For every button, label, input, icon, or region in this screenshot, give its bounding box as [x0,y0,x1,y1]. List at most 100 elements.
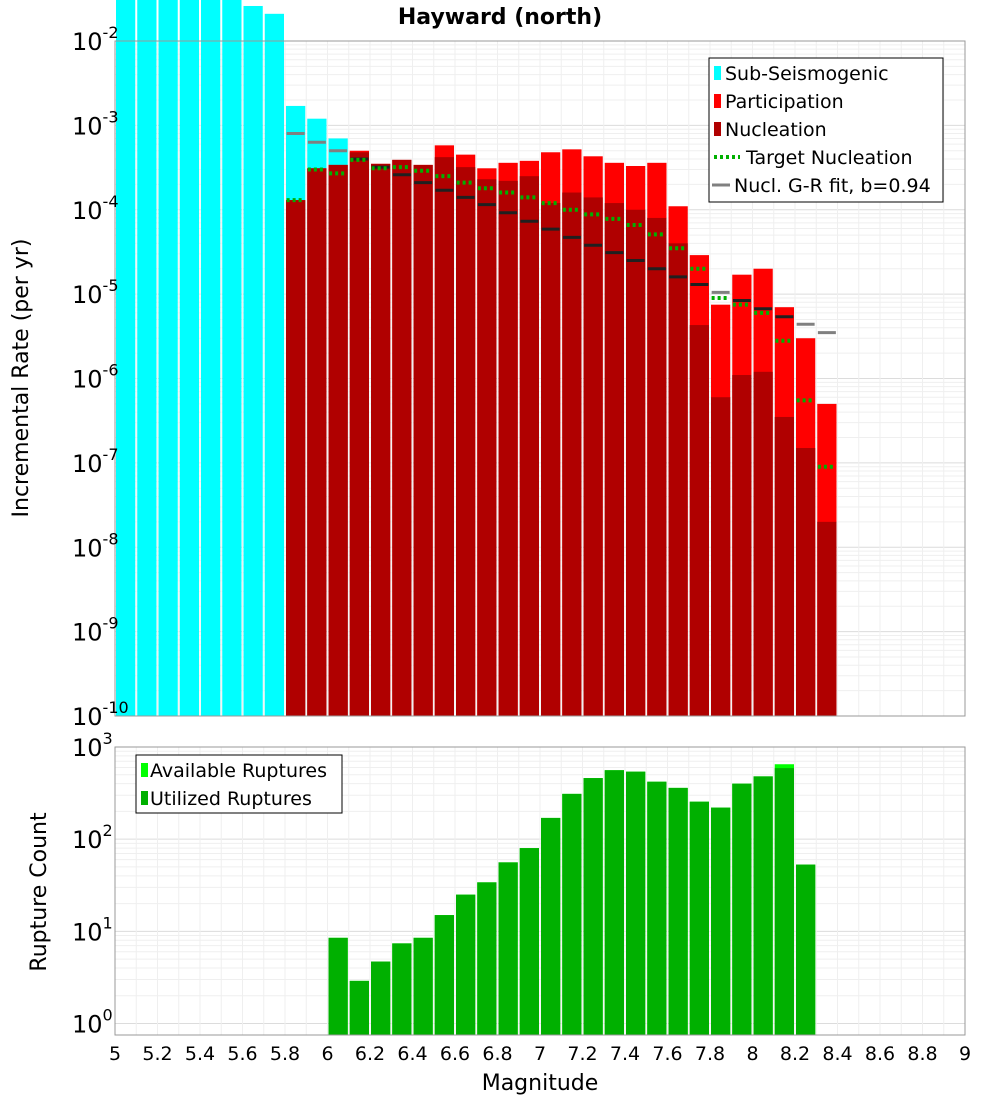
nucleation-bar [434,157,454,717]
utilized-ruptures-bar [774,768,794,1035]
utilized-ruptures-bar [583,778,603,1035]
x-tick-label: 8.2 [780,1043,810,1065]
x-tick-label: 5.6 [227,1043,257,1065]
top-y-tick-label: 10-5 [72,276,119,309]
utilized-ruptures-bar [541,817,561,1035]
x-tick-label: 5 [109,1043,121,1065]
nucleation-bar [519,176,539,716]
nucleation-bar [689,325,709,716]
sub-seismogenic-bar [158,0,178,716]
bottom-y-tick-label: 102 [72,821,113,854]
top-y-tick-label: 10-9 [72,614,119,647]
utilized-ruptures-bar [349,980,369,1035]
bottom-y-tick-label: 100 [72,1005,113,1038]
sub-seismogenic-bar [116,0,136,717]
utilized-ruptures-bar [732,783,752,1035]
nucleation-bar [604,203,624,716]
nucleation-bar [328,164,348,716]
nucleation-bar [732,375,752,716]
utilized-ruptures-bar [328,937,348,1035]
utilized-ruptures-bar [647,781,667,1035]
nucleation-bar [753,371,773,716]
top-y-tick-labels: 10-2 10-3 10-4 10-5 10-6 10-7 10-8 10-9 10-10 [72,23,129,731]
nucleation-bar [626,209,646,716]
legend-swatch-available [141,763,148,777]
legend-label-participation: Participation [725,91,844,113]
chart-title: Hayward (north) [398,5,602,30]
utilized-ruptures-bar [392,943,412,1035]
utilized-ruptures-bar [477,882,497,1035]
x-tick-label: 6.8 [482,1043,512,1065]
top-legend-box [708,57,944,203]
top-y-tick-label: 10-3 [72,107,119,140]
nucleation-bar [583,197,603,717]
x-tick-label: 7.8 [695,1043,725,1065]
utilized-ruptures-bar [413,937,433,1035]
sub-seismogenic-bar [222,0,242,716]
sub-seismogenic-bar [201,0,221,717]
sub-seismogenic-bar [243,5,263,716]
nucleation-bar [647,217,667,716]
top-legend: Sub-Seismogenic Participation Nucleation… [708,57,944,203]
bottom-y-tick-label: 101 [72,913,113,946]
legend-label-sub-seismogenic: Sub-Seismogenic [725,63,889,85]
nucleation-bar [817,521,837,716]
top-y-tick-label: 10-7 [72,445,119,478]
utilized-ruptures-bar [753,776,773,1035]
bottom-legend-box [135,754,343,814]
x-tick-label: 7.6 [652,1043,682,1065]
x-tick-label: 7.4 [610,1043,640,1065]
utilized-ruptures-bar [434,915,454,1035]
bottom-legend: Available Ruptures Utilized Ruptures [135,754,343,814]
legend-label-nucleation: Nucleation [725,119,827,141]
utilized-ruptures-bar [711,807,731,1035]
legend-swatch-sub-seismogenic [714,66,721,80]
utilized-ruptures-bar [498,862,518,1035]
x-tick-label: 8.6 [865,1043,895,1065]
legend-label-gr-fit: Nucl. G-R fit, b=0.94 [734,175,931,197]
utilized-ruptures-bar [562,793,582,1035]
x-tick-label: 5.2 [142,1043,172,1065]
x-axis-label: Magnitude [482,1071,599,1096]
nucleation-bar [307,168,327,716]
x-tick-label: 6.2 [355,1043,385,1065]
nucleation-bar [456,167,476,716]
top-y-tick-label: 10-6 [72,361,119,394]
nucleation-bar [477,179,497,716]
x-tick-label: 8.4 [822,1043,852,1065]
nucleation-bar [668,243,688,717]
nucleation-bar [371,163,391,717]
utilized-ruptures-bar [371,961,391,1035]
legend-label-utilized: Utilized Ruptures [150,788,312,810]
x-tick-label: 5.8 [270,1043,300,1065]
x-tick-label: 6 [321,1043,333,1065]
x-tick-label: 6.6 [440,1043,470,1065]
legend-swatch-utilized [141,791,148,805]
nucleation-bar [498,180,518,716]
nucleation-bar [774,416,794,716]
x-tick-label: 7.2 [567,1043,597,1065]
legend-label-available: Available Ruptures [150,760,327,782]
x-tick-label: 8.8 [907,1043,937,1065]
nucleation-bar [796,448,816,716]
legend-swatch-participation [714,94,721,108]
nucleation-bar [541,203,561,716]
bottom-plot-frame [114,746,966,1036]
utilized-ruptures-bar [519,848,539,1035]
legend-label-target-nucleation: Target Nucleation [745,147,913,169]
nucleation-bar [413,164,433,716]
x-tick-label: 6.4 [397,1043,427,1065]
top-y-tick-label: 10-4 [72,192,119,225]
top-y-axis-label: Incremental Rate (per yr) [9,239,34,518]
top-plot-markers [286,132,836,469]
top-y-tick-label: 10-10 [72,698,129,731]
nucleation-bar [711,397,731,716]
utilized-ruptures-bar [604,770,624,1035]
top-y-tick-label: 10-2 [72,23,119,56]
utilized-ruptures-bar [626,771,646,1035]
sub-seismogenic-bar [179,0,199,716]
x-tick-label: 9 [959,1043,971,1065]
bottom-y-tick-labels: 103 102 101 100 [72,729,113,1038]
utilized-ruptures-bar [689,801,709,1035]
